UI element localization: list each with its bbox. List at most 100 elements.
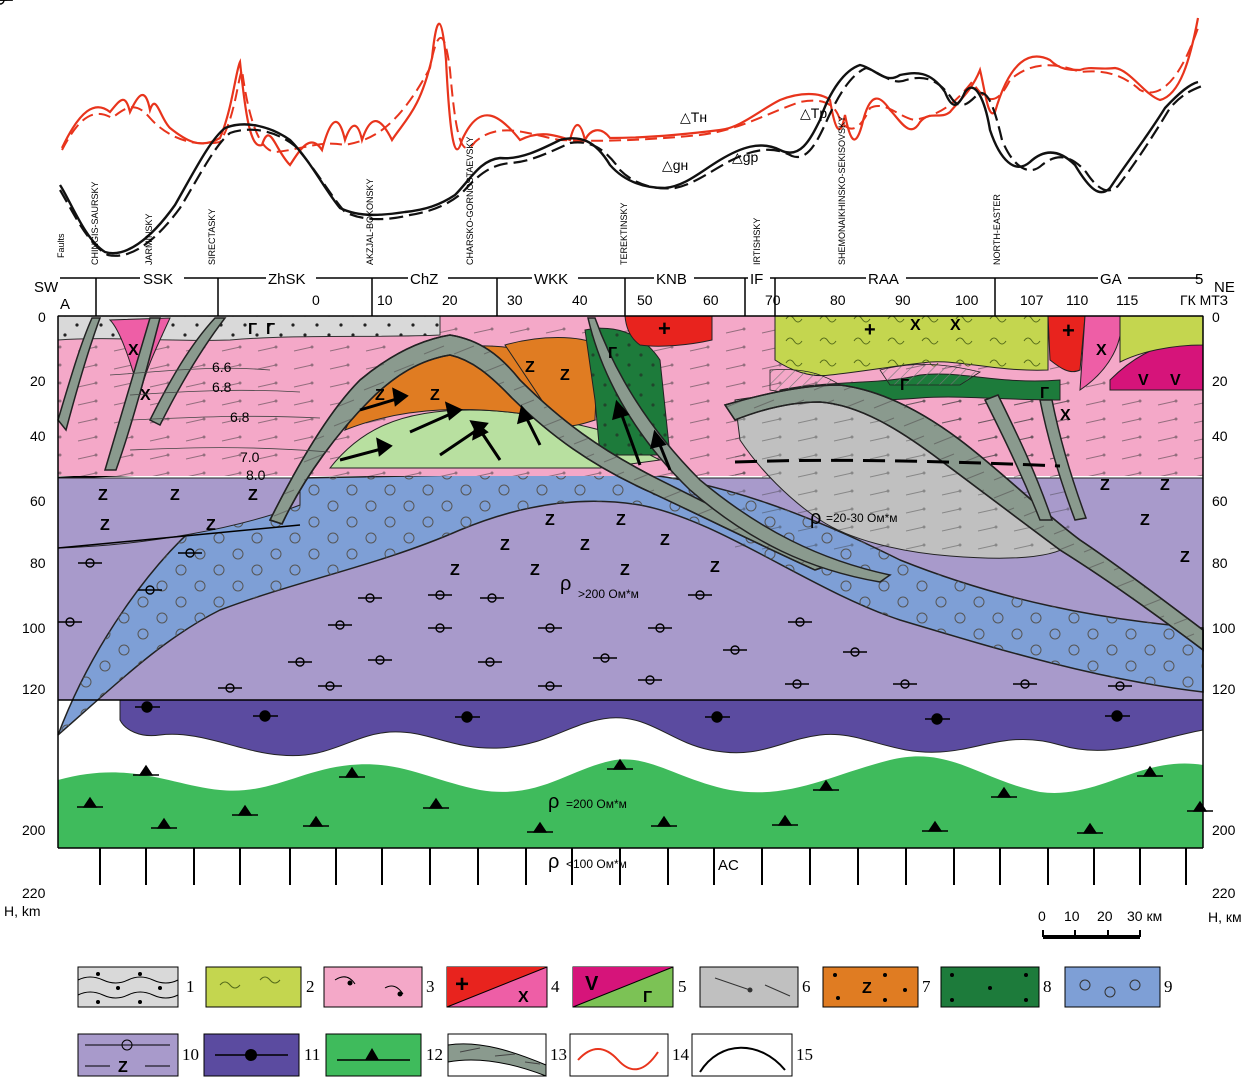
svg-text:Г: Г [248,321,257,338]
x-tick: 40 [572,292,588,308]
fault-name: TEREKTINSKY [619,202,629,265]
fault-name: AKZJAL-BOKONSKY [365,178,375,265]
zone-chz: ChZ [410,271,438,288]
depth-tick: 120 [22,681,46,697]
depth-tick: 100 [1212,620,1236,636]
legend-item-3: 3 [324,967,435,1007]
contour-label: 8.0 [246,467,266,483]
contour-label: 7.0 [240,449,260,465]
legend-item-10: Z 10 [78,1034,199,1076]
svg-text:Z: Z [862,980,872,997]
svg-text:Z: Z [500,537,510,554]
svg-text:+: + [864,319,876,341]
legend-number: 10 [182,1045,199,1064]
fault-name: CHARSKO-GORNOSTAEVSKY [465,137,475,265]
rho-text: >200 Ом*м [578,587,639,601]
depth-axis-label-left: H, km [4,903,41,919]
svg-text:Z: Z [525,359,535,376]
depth-tick: 60 [30,493,46,509]
x-tick: 100 [955,292,979,308]
legend-item-2: 2 [206,967,315,1007]
asthenosphere-ticks [100,848,1186,885]
x-tick: 10 [377,292,393,308]
svg-text:Z: Z [1100,477,1110,494]
legend-item-12: 12 [326,1034,443,1076]
svg-text:Z: Z [660,532,670,549]
x-tick: 20 [442,292,458,308]
rho-symbol: ρ [810,507,821,529]
faults-label: Faults [56,233,66,258]
zone-ssk: SSK [143,271,173,288]
depth-tick: 200 [22,822,46,838]
svg-text:X: X [518,989,529,1006]
legend-item-11: 11 [204,1034,320,1076]
fault-name: JARMINSKY [144,213,154,265]
x-tick: 115 [1116,292,1139,308]
depth-tick: 200 [1212,822,1236,838]
end-5: 5 [1195,271,1203,288]
legend-item-6: 6 [700,967,811,1007]
legend-item-4: + X 4 [447,967,560,1007]
x-tick: 110 [1066,292,1089,308]
scale-bar: 0 10 20 30 км [1038,908,1162,937]
x-tick: 80 [830,292,846,308]
svg-text:Г: Г [608,345,617,362]
svg-text:Г: Г [266,321,275,338]
profile-label-tn: △Tн [680,109,707,125]
depth-axis-label-right: H, км [1208,909,1242,925]
svg-text:Z: Z [375,387,385,404]
magnetic-observed-curve [62,18,1198,165]
gravity-observed-curve [60,65,1198,253]
x-tick: 50 [637,292,653,308]
fault-name: SHEMONAIKHINSKO-SEKISOVSKY [837,116,847,265]
x-tick: 70 [765,292,781,308]
svg-text:Z: Z [100,517,110,534]
x-tick: 60 [703,292,719,308]
legend-item-1: 1 [78,967,195,1007]
scale-tick: 0 [1038,908,1046,924]
rho-text: <100 Ом*м [566,857,627,871]
zone-zhsk: ZhSK [268,271,306,288]
depth-axis-right: 0 20 40 60 80 100 120 200 220 H, км [1208,309,1242,925]
svg-text:X: X [1096,342,1107,359]
x-tick: 30 [507,292,523,308]
rho-text: =200 Ом*м [566,797,627,811]
svg-text:Z: Z [206,517,216,534]
svg-text:Z: Z [1160,477,1170,494]
distance-ticks: 0 10 20 30 40 50 60 70 80 90 100 107 110… [312,292,1228,308]
svg-text:Г: Г [1040,385,1049,402]
profile-label-gr: △gр [732,149,759,165]
legend-number: 4 [551,977,560,996]
svg-text:Z: Z [248,487,258,504]
zone-wkk: WKK [534,271,568,288]
legend: 1 2 3 + X 4 V Г 5 [78,967,1173,1076]
zone-knb: KNB [656,271,687,288]
svg-text:X: X [1060,407,1071,424]
depth-axis-left: 0 20 40 60 80 100 120 200 220 H, km [4,309,46,919]
legend-number: 12 [426,1045,443,1064]
svg-text:+: + [455,971,469,998]
x-tick: 107 [1020,292,1044,308]
svg-text:X: X [950,317,961,334]
legend-number: 9 [1164,977,1173,996]
depth-tick: 80 [30,555,46,571]
legend-number: 8 [1043,977,1052,996]
svg-text:Z: Z [545,512,555,529]
fault-names: Faults CHINGIS-SAURSKY JARMINSKY SIRECTA… [56,116,1002,265]
legend-item-5: V Г 5 [573,967,687,1007]
asthenosphere-label: AC [718,857,739,874]
svg-text:Z: Z [580,537,590,554]
rho-symbol: ρ [548,791,559,813]
legend-item-8: 8 [941,967,1052,1007]
depth-tick: 40 [30,428,46,444]
depth-tick: 40 [1212,428,1228,444]
contour-label: 6.6 [212,359,232,375]
svg-text:Z: Z [560,367,570,384]
scale-tick: 30 км [1127,908,1162,924]
zone-ga: GA [1100,271,1122,288]
svg-text:X: X [140,387,151,404]
x-tick: 0 [312,292,320,308]
scale-tick: 10 [1064,908,1080,924]
svg-text:Z: Z [1180,549,1190,566]
